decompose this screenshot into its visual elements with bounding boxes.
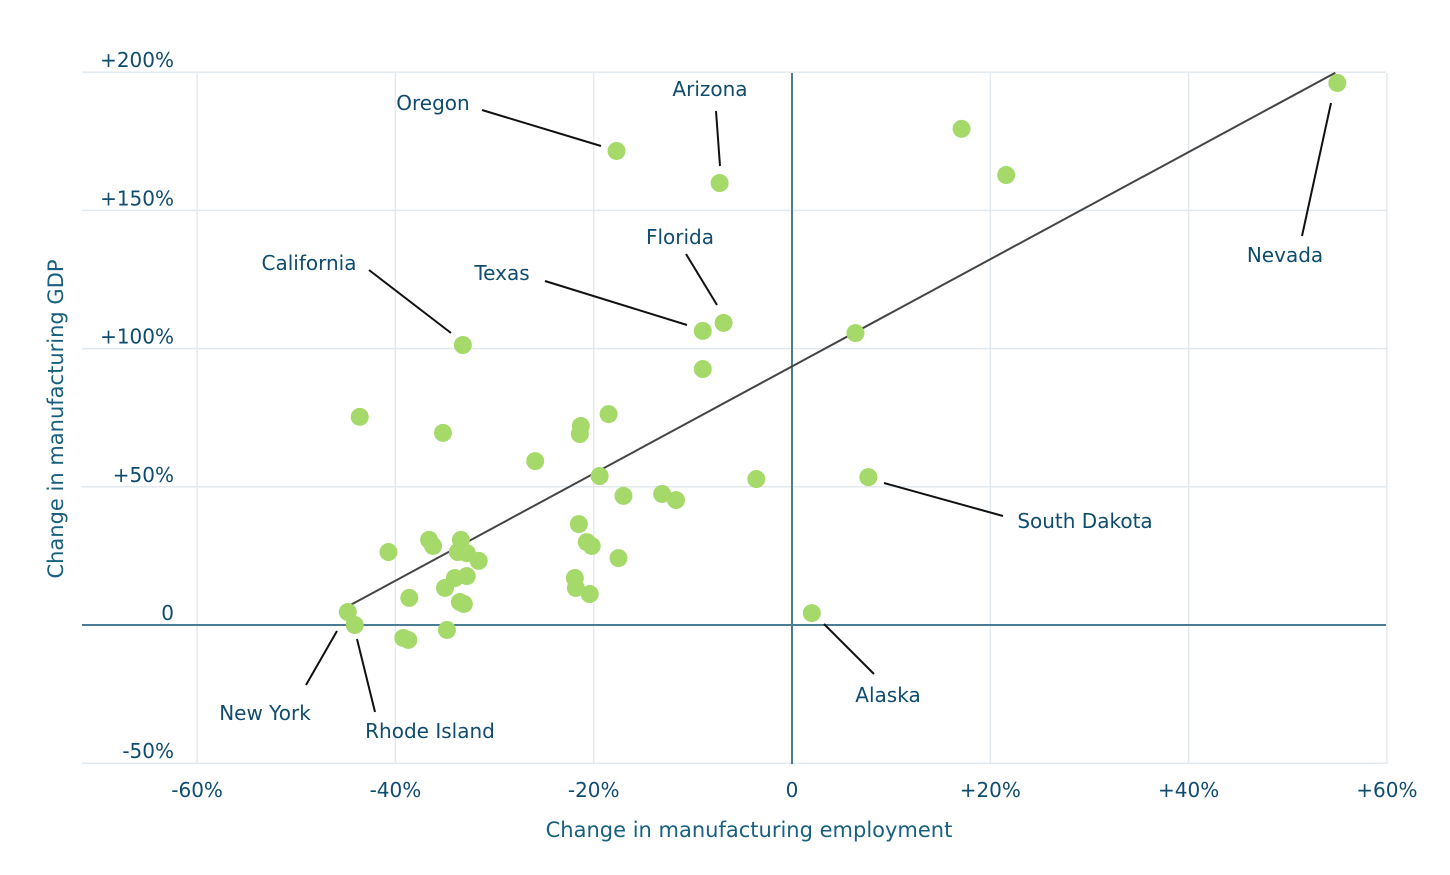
annotation-label-oregon: Oregon — [396, 91, 469, 115]
data-point — [457, 567, 476, 586]
x-tick-label: +40% — [1158, 778, 1219, 802]
y-tick-label: +100% — [100, 325, 174, 349]
annotation-label-nevada: Nevada — [1247, 243, 1323, 267]
data-point — [580, 585, 599, 604]
leader-line-florida — [685, 253, 718, 306]
leader-line-rhode-island — [356, 638, 376, 713]
leader-line-alaska — [823, 623, 875, 675]
data-point — [350, 407, 369, 426]
annotation-label-texas: Texas — [473, 261, 529, 285]
x-axis-title: Change in manufacturing employment — [546, 818, 953, 842]
data-point — [399, 630, 418, 649]
data-point — [454, 594, 473, 613]
data-point-alaska — [802, 604, 821, 623]
leader-line-oregon — [481, 109, 602, 147]
data-point — [526, 452, 545, 471]
leader-line-arizona — [715, 110, 721, 167]
data-point — [590, 467, 609, 486]
y-tick-label: +200% — [100, 48, 174, 72]
annotation-leaders — [305, 102, 1332, 713]
x-tick-labels: -60% -40% -20% 0 +20% +40% +60% — [171, 778, 1417, 802]
data-point-south-dakota — [859, 468, 878, 487]
x-tick-label: -40% — [370, 778, 422, 802]
x-tick-label: -60% — [171, 778, 223, 802]
y-tick-label: -50% — [122, 739, 174, 763]
y-tick-label: +50% — [113, 463, 174, 487]
data-point — [653, 484, 672, 503]
y-axis-title: Change in manufacturing GDP — [44, 259, 68, 578]
leader-line-new-york — [305, 630, 338, 686]
data-point — [582, 536, 601, 555]
data-point — [569, 515, 588, 534]
leader-line-south-dakota — [883, 482, 1004, 517]
annotation-label-florida: Florida — [646, 225, 714, 249]
y-tick-label: 0 — [161, 601, 174, 625]
x-tick-label: -20% — [568, 778, 620, 802]
y-tick-labels: -50% 0 +50% +100% +150% +200% — [100, 48, 174, 763]
leader-line-texas — [544, 280, 688, 326]
annotation-label-alaska: Alaska — [855, 683, 920, 707]
data-point — [666, 491, 685, 510]
trendline-group — [348, 71, 1336, 607]
annotation-label-california: California — [262, 251, 357, 275]
data-point — [997, 166, 1016, 185]
data-point — [846, 324, 865, 343]
data-point-nevada — [1328, 73, 1347, 92]
data-point-texas — [693, 321, 712, 340]
data-point — [437, 620, 456, 639]
data-point — [570, 425, 589, 444]
data-point — [599, 405, 618, 424]
data-point — [424, 536, 443, 555]
data-point — [566, 578, 585, 597]
data-point — [469, 551, 488, 570]
annotation-label-new-york: New York — [219, 701, 311, 725]
grid — [82, 71, 1388, 764]
x-tick-label: 0 — [786, 778, 799, 802]
data-point-rhode-island — [345, 616, 364, 634]
data-point — [747, 470, 766, 489]
data-point — [400, 588, 419, 607]
data-point — [433, 423, 452, 442]
data-point — [609, 549, 628, 568]
annotation-label-rhode-island: Rhode Island — [365, 719, 495, 743]
x-tick-label: +60% — [1356, 778, 1417, 802]
data-point — [614, 486, 633, 505]
trendline — [348, 71, 1336, 607]
annotation-label-arizona: Arizona — [672, 77, 747, 101]
data-point — [693, 360, 712, 379]
annotation-labels: Oregon Arizona Florida California Texas Nevad… — [219, 77, 1323, 743]
data-point-california — [453, 336, 472, 355]
data-points — [338, 73, 1347, 649]
data-point-florida — [714, 313, 733, 332]
x-tick-label: +20% — [960, 778, 1021, 802]
leader-line-nevada — [1301, 102, 1332, 237]
data-point-oregon — [607, 141, 626, 160]
annotation-label-south-dakota: South Dakota — [1017, 509, 1152, 533]
zero-axes — [82, 73, 1386, 764]
data-point — [435, 578, 454, 597]
data-point — [379, 543, 398, 562]
data-point-arizona — [710, 174, 729, 193]
leader-line-california — [368, 269, 452, 334]
data-point — [952, 119, 971, 138]
y-tick-label: +150% — [100, 186, 174, 210]
